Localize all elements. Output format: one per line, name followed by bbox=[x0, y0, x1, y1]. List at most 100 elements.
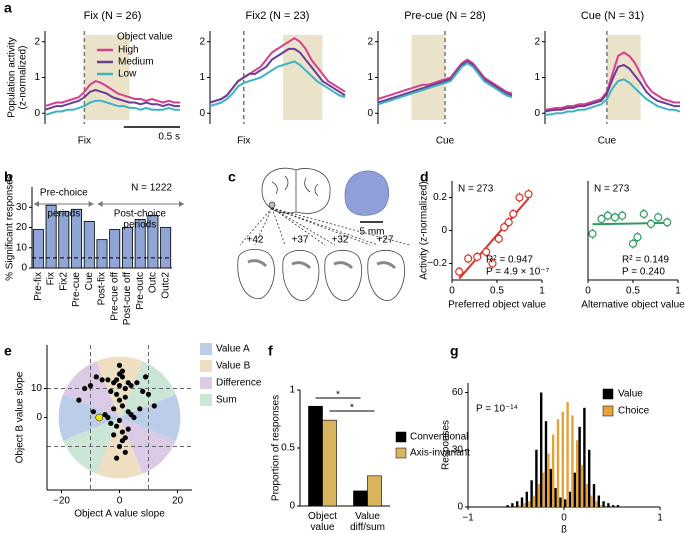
histogram-bar bbox=[612, 505, 615, 507]
histogram-bar bbox=[602, 501, 605, 507]
panel-label: a bbox=[4, 0, 12, 16]
x-tick-label: 0 bbox=[561, 513, 567, 524]
chart-title: Fix (N = 26) bbox=[84, 10, 142, 22]
legend-swatch bbox=[200, 343, 212, 355]
legend-label: Conventional bbox=[410, 432, 468, 443]
sector bbox=[119, 394, 181, 441]
legend-label: Axis-invariant bbox=[410, 448, 470, 459]
legend-label: Low bbox=[118, 69, 137, 80]
n-label: N = 1222 bbox=[131, 183, 172, 194]
histogram-bar bbox=[542, 472, 545, 507]
bar bbox=[308, 405, 323, 507]
histogram-bar bbox=[549, 468, 552, 507]
point bbox=[116, 417, 123, 423]
scale-label: 5 mm bbox=[360, 227, 385, 238]
legend-swatch bbox=[200, 377, 212, 389]
line-series bbox=[209, 47, 346, 104]
point bbox=[482, 247, 491, 257]
point bbox=[76, 397, 82, 403]
histogram-bar bbox=[571, 415, 574, 507]
stat-label: P = 0.240 bbox=[622, 267, 665, 278]
y-axis-label: (z-normalized) bbox=[18, 46, 29, 110]
point bbox=[111, 406, 117, 412]
x-axis-label: Alternative object value bbox=[581, 300, 685, 311]
line-series bbox=[209, 60, 346, 108]
line-series bbox=[544, 64, 680, 113]
histogram-bar bbox=[559, 497, 562, 507]
projection-lines bbox=[239, 207, 411, 246]
x-tick-label: Outc2 bbox=[160, 272, 171, 299]
y-tick-label: 0 bbox=[534, 108, 540, 119]
histogram-bar bbox=[540, 392, 543, 507]
y-tick-label: 30 bbox=[16, 202, 28, 213]
histogram-bar bbox=[566, 402, 569, 507]
histogram-bar bbox=[552, 434, 555, 507]
chart-title: Cue (N = 31) bbox=[581, 10, 644, 22]
histogram-bar bbox=[564, 499, 567, 507]
n-label: N = 273 bbox=[458, 184, 494, 195]
bar bbox=[58, 210, 70, 269]
y-axis-label: Responses bbox=[441, 420, 452, 470]
panel-label: d bbox=[420, 169, 429, 185]
legend-label: Difference bbox=[216, 378, 262, 389]
histogram-bar bbox=[518, 505, 521, 507]
y-tick-label: 0 bbox=[457, 502, 463, 513]
histogram-bar bbox=[530, 480, 533, 507]
histogram-bar bbox=[616, 505, 620, 507]
sulci bbox=[271, 170, 319, 212]
section-label: +27 bbox=[377, 235, 394, 246]
point bbox=[87, 383, 94, 389]
n-label: N = 273 bbox=[594, 184, 630, 195]
point bbox=[500, 223, 509, 232]
x-tick-label: −20 bbox=[53, 496, 70, 507]
y-tick-label: 1 bbox=[534, 72, 540, 83]
panel-label: c bbox=[228, 169, 236, 185]
period-label: Post-choice bbox=[114, 209, 167, 220]
x-axis-label: Fix bbox=[78, 136, 91, 147]
x-axis-label: Fix bbox=[237, 136, 250, 147]
p-label: P = 10⁻¹⁴ bbox=[476, 404, 518, 415]
x-tick-label: Object value bbox=[308, 511, 337, 533]
point bbox=[610, 213, 620, 222]
legend-title: Object value bbox=[117, 32, 173, 43]
point bbox=[628, 239, 638, 248]
point bbox=[633, 233, 642, 242]
x-tick-label: 1 bbox=[657, 513, 663, 524]
line-series bbox=[377, 58, 513, 100]
point bbox=[143, 374, 149, 380]
point bbox=[114, 455, 120, 461]
legend-swatch bbox=[395, 447, 407, 459]
y-tick-label: 0 bbox=[21, 263, 27, 274]
x-tick-label: 0 bbox=[585, 286, 591, 297]
legend-label: Choice bbox=[618, 406, 650, 417]
line-series bbox=[377, 60, 513, 104]
highlight-point bbox=[95, 413, 103, 422]
legend-label: Sum bbox=[216, 395, 237, 406]
period-label: Pre-choice bbox=[40, 188, 88, 199]
legend-swatch bbox=[200, 360, 212, 372]
line-series bbox=[44, 89, 180, 111]
point bbox=[603, 211, 612, 220]
chart-title: Fix2 (N = 23) bbox=[246, 10, 310, 22]
point bbox=[128, 412, 134, 418]
histogram-bar bbox=[600, 505, 603, 507]
y-tick-label: 1 bbox=[367, 72, 373, 83]
panel-label: g bbox=[450, 343, 459, 359]
y-tick-label: 10 bbox=[31, 383, 43, 394]
y-tick-label: 1 bbox=[289, 385, 295, 396]
point bbox=[108, 420, 114, 426]
x-tick-label: 1 bbox=[675, 286, 681, 297]
histogram-bar bbox=[573, 472, 576, 507]
y-tick-label: 0 bbox=[199, 108, 205, 119]
point bbox=[639, 209, 648, 219]
x-tick-label: 0.5 bbox=[490, 286, 504, 297]
point bbox=[464, 254, 473, 263]
line-series bbox=[544, 78, 681, 117]
point bbox=[137, 406, 143, 412]
point bbox=[114, 423, 120, 429]
x-axis-label: Object A value slope bbox=[74, 509, 165, 520]
x-tick-label: Post-fix bbox=[97, 272, 108, 305]
x-tick-label: 0.5 bbox=[626, 286, 640, 297]
bar bbox=[71, 208, 83, 269]
recording-site bbox=[268, 201, 276, 209]
